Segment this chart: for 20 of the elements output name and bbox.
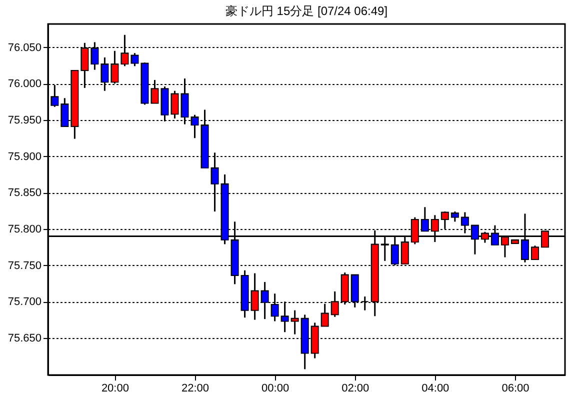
x-tick-label: 00:00 <box>262 382 290 394</box>
y-tick-label: 75.800 <box>8 223 42 236</box>
x-tick-label: 22:00 <box>181 382 210 394</box>
candlestick <box>530 244 539 260</box>
y-tick-label: 75.950 <box>8 114 42 126</box>
candlestick <box>130 52 139 67</box>
y-tick-label: 75.700 <box>8 296 42 308</box>
x-tick-label: 02:00 <box>342 382 370 394</box>
chart-title: 豪ドル円 15分足 [07/24 06:49] <box>225 4 388 18</box>
x-tick-label: 20:00 <box>101 382 129 394</box>
candlestick <box>450 210 459 222</box>
y-tick-label: 75.750 <box>8 260 42 272</box>
y-tick-label: 75.650 <box>8 332 42 344</box>
y-tick-label: 75.900 <box>8 150 42 163</box>
y-tick-label: 75.850 <box>8 187 42 200</box>
y-tick-label: 76.050 <box>8 42 42 54</box>
x-tick-label: 06:00 <box>502 382 530 394</box>
x-tick-label: 04:00 <box>422 382 450 394</box>
y-tick-label: 76.000 <box>8 78 42 90</box>
candlestick <box>290 310 299 336</box>
